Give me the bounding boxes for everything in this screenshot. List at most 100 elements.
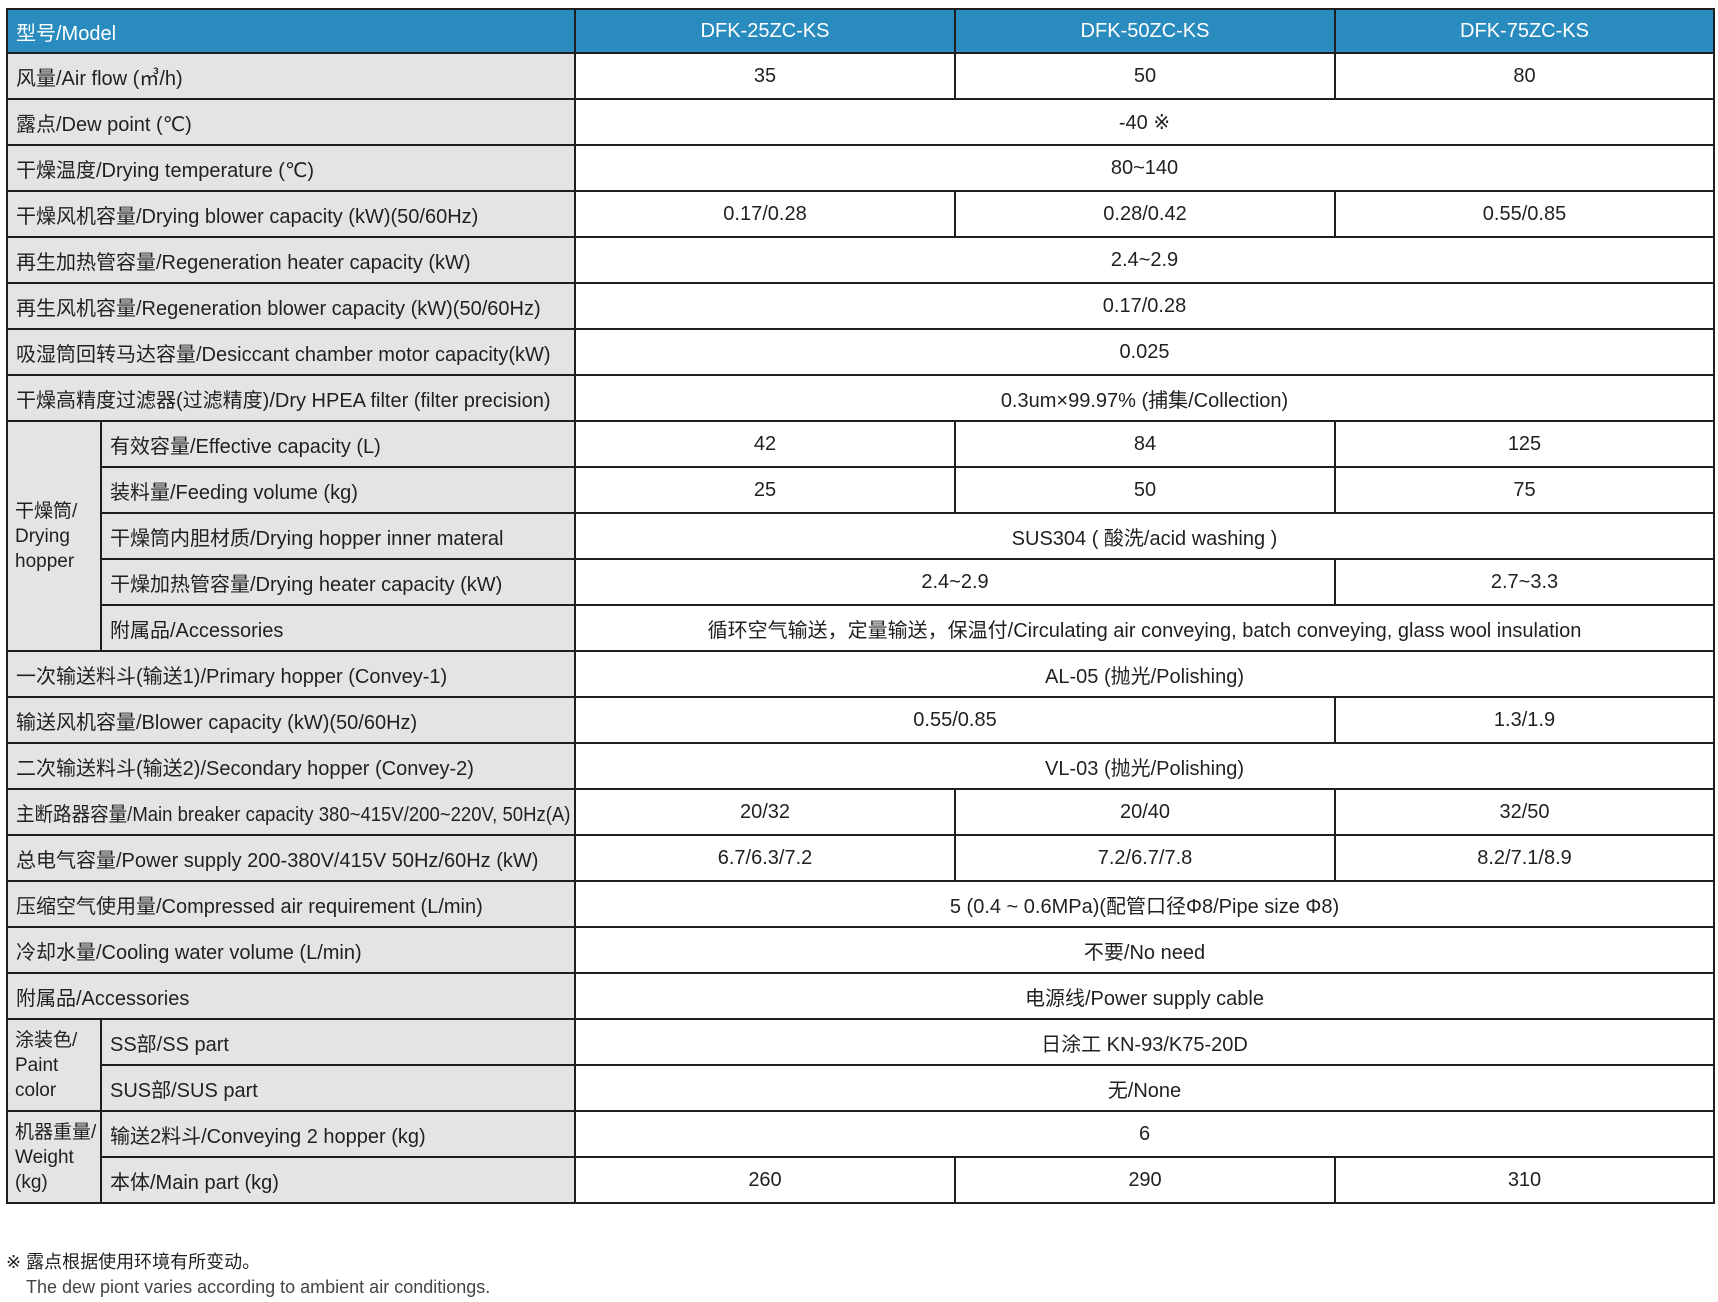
header-model-75: DFK-75ZC-KS bbox=[1334, 8, 1715, 54]
value-cell: 电源线/Power supply cable bbox=[574, 972, 1715, 1020]
header-row: 型号/Model DFK-25ZC-KS DFK-50ZC-KS DFK-75Z… bbox=[6, 8, 1715, 54]
footnote-en: The dew piont varies according to ambien… bbox=[26, 1277, 491, 1297]
table-row: 干燥温度/Drying temperature (℃) 80~140 bbox=[6, 144, 1715, 192]
row-label: 附属品/Accessories bbox=[6, 972, 576, 1020]
row-label-text: 冷却水量/Cooling water volume (L/min) bbox=[16, 941, 362, 964]
value-cell: 2.4~2.9 bbox=[574, 558, 1336, 606]
table-row: 本体/Main part (kg) 260 290 310 bbox=[7, 1156, 1715, 1204]
row-label: 二次输送料斗(输送2)/Secondary hopper (Convey-2) bbox=[6, 742, 576, 790]
row-label: SS部/SS part bbox=[100, 1018, 576, 1066]
table-row: 装料量/Feeding volume (kg) 25 50 75 bbox=[7, 466, 1715, 514]
header-model-50: DFK-50ZC-KS bbox=[954, 8, 1336, 54]
value-cell: 不要/No need bbox=[574, 926, 1715, 974]
row-label-text: 主断路器容量/Main breaker capacity 380~415V/20… bbox=[16, 803, 571, 826]
row-label: 干燥高精度过滤器(过滤精度)/Dry HPEA filter (filter p… bbox=[6, 374, 576, 422]
row-label: 吸湿筒回转马达容量/Desiccant chamber motor capaci… bbox=[6, 328, 576, 376]
value-cell: -40 ※ bbox=[574, 98, 1715, 146]
row-label-text: 附属品/Accessories bbox=[110, 619, 284, 642]
table-row: 露点/Dew point (℃) -40 ※ bbox=[6, 98, 1715, 146]
value-cell: 310 bbox=[1334, 1156, 1715, 1204]
value-cell: VL-03 (抛光/Polishing) bbox=[574, 742, 1715, 790]
group-label-hopper: 干燥筒/ Drying hopper bbox=[6, 420, 102, 652]
value-cell: 20/40 bbox=[954, 788, 1336, 836]
value-cell: 290 bbox=[954, 1156, 1336, 1204]
row-label-text: 本体/Main part (kg) bbox=[110, 1171, 279, 1194]
value-cell: 1.3/1.9 bbox=[1334, 696, 1715, 744]
value-cell: 35 bbox=[574, 52, 956, 100]
footnote: ※ 露点根据使用环境有所变动。 The dew piont varies acc… bbox=[6, 1250, 490, 1300]
row-label-text: SS部/SS part bbox=[110, 1033, 229, 1056]
value-cell: 2.7~3.3 bbox=[1334, 558, 1715, 606]
footnote-cn: ※ 露点根据使用环境有所变动。 bbox=[6, 1252, 261, 1272]
row-label-text: 附属品/Accessories bbox=[16, 987, 190, 1010]
group-label-paint: 涂装色/ Paint color bbox=[6, 1018, 102, 1112]
value-cell: 2.4~2.9 bbox=[574, 236, 1715, 284]
row-label: 主断路器容量/Main breaker capacity 380~415V/20… bbox=[6, 788, 576, 836]
table-row: 输送风机容量/Blower capacity (kW)(50/60Hz) 0.55… bbox=[6, 696, 1715, 744]
row-label-text: 干燥风机容量/Drying blower capacity (kW)(50/60… bbox=[16, 205, 479, 228]
table-row: 涂装色/ Paint color SS部/SS part 日涂工 KN-93/K75… bbox=[6, 1018, 1715, 1112]
value-cell: 无/None bbox=[574, 1064, 1715, 1112]
spec-table: 型号/Model DFK-25ZC-KS DFK-50ZC-KS DFK-75Z… bbox=[6, 8, 1715, 1204]
value-cell: 20/32 bbox=[574, 788, 956, 836]
row-label-text: 装料量/Feeding volume (kg) bbox=[110, 481, 358, 504]
group-label-weight: 机器重量/ Weight (kg) bbox=[6, 1110, 102, 1204]
row-label-text: 压缩空气使用量/Compressed air requirement (L/mi… bbox=[16, 895, 483, 918]
value-cell: 7.2/6.7/7.8 bbox=[954, 834, 1336, 882]
table-row: 总电气容量/Power supply 200-380V/415V 50Hz/60… bbox=[6, 834, 1715, 882]
value-cell: 75 bbox=[1334, 466, 1715, 514]
row-label-text: 输送2料斗/Conveying 2 hopper (kg) bbox=[110, 1125, 426, 1148]
value-cell: 0.025 bbox=[574, 328, 1715, 376]
row-label: 再生风机容量/Regeneration blower capacity (kW)… bbox=[6, 282, 576, 330]
row-label: 干燥风机容量/Drying blower capacity (kW)(50/60… bbox=[6, 190, 576, 238]
table-row: 干燥筒内胆材质/Drying hopper inner materal SUS30… bbox=[7, 512, 1715, 560]
value-cell: 0.55/0.85 bbox=[574, 696, 1336, 744]
table-row: 干燥高精度过滤器(过滤精度)/Dry HPEA filter (filter p… bbox=[6, 374, 1715, 422]
value-cell: AL-05 (抛光/Polishing) bbox=[574, 650, 1715, 698]
row-label: 附属品/Accessories bbox=[100, 604, 576, 652]
row-label-text: 干燥温度/Drying temperature (℃) bbox=[16, 159, 315, 182]
header-model-25: DFK-25ZC-KS bbox=[574, 8, 956, 54]
row-label: 风量/Air flow (㎥/h) bbox=[6, 52, 576, 100]
value-cell: 50 bbox=[954, 466, 1336, 514]
row-label-text: 再生加热管容量/Regeneration heater capacity (kW… bbox=[16, 251, 471, 274]
table-row: 二次输送料斗(输送2)/Secondary hopper (Convey-2) V… bbox=[6, 742, 1715, 790]
row-label: 冷却水量/Cooling water volume (L/min) bbox=[6, 926, 576, 974]
table-row: 干燥筒/ Drying hopper 有效容量/Effective capacit… bbox=[6, 420, 1715, 652]
row-label: 干燥加热管容量/Drying heater capacity (kW) bbox=[100, 558, 576, 606]
row-label: 装料量/Feeding volume (kg) bbox=[100, 466, 576, 514]
row-label-text: 再生风机容量/Regeneration blower capacity (kW)… bbox=[16, 297, 541, 320]
row-label: 输送风机容量/Blower capacity (kW)(50/60Hz) bbox=[6, 696, 576, 744]
table-row: 一次输送料斗(输送1)/Primary hopper (Convey-1) AL-… bbox=[6, 650, 1715, 698]
value-cell: 6 bbox=[574, 1110, 1715, 1158]
table-row: 干燥风机容量/Drying blower capacity (kW)(50/60… bbox=[6, 190, 1715, 238]
row-label-text: 有效容量/Effective capacity (L) bbox=[110, 435, 381, 458]
table-row: 再生风机容量/Regeneration blower capacity (kW)… bbox=[6, 282, 1715, 330]
table-row: 附属品/Accessories 电源线/Power supply cable bbox=[6, 972, 1715, 1020]
value-cell: 6.7/6.3/7.2 bbox=[574, 834, 956, 882]
value-cell: SUS304 ( 酸洗/acid washing ) bbox=[574, 512, 1715, 560]
value-cell: 循环空气输送，定量输送，保温付/Circulating air conveyin… bbox=[574, 604, 1715, 652]
row-label-text: 吸湿筒回转马达容量/Desiccant chamber motor capaci… bbox=[16, 343, 551, 366]
value-cell: 80 bbox=[1334, 52, 1715, 100]
table-row: 吸湿筒回转马达容量/Desiccant chamber motor capaci… bbox=[6, 328, 1715, 376]
table-row: 干燥加热管容量/Drying heater capacity (kW) 2.4~2… bbox=[7, 558, 1715, 606]
row-label: 一次输送料斗(输送1)/Primary hopper (Convey-1) bbox=[6, 650, 576, 698]
table-row: 机器重量/ Weight (kg) 输送2料斗/Conveying 2 hoppe… bbox=[6, 1110, 1715, 1204]
row-label-text: SUS部/SUS part bbox=[110, 1079, 258, 1102]
value-cell: 260 bbox=[574, 1156, 956, 1204]
table-row: 再生加热管容量/Regeneration heater capacity (kW… bbox=[6, 236, 1715, 284]
row-label: 本体/Main part (kg) bbox=[100, 1156, 576, 1204]
row-label-text: 输送风机容量/Blower capacity (kW)(50/60Hz) bbox=[16, 711, 418, 734]
row-label: 干燥筒内胆材质/Drying hopper inner materal bbox=[100, 512, 576, 560]
table-row: 附属品/Accessories 循环空气输送，定量输送，保温付/Circulati… bbox=[7, 604, 1715, 652]
table-row: 主断路器容量/Main breaker capacity 380~415V/20… bbox=[6, 788, 1715, 836]
table-row: SUS部/SUS part 无/None bbox=[7, 1064, 1715, 1112]
value-cell: 0.3um×99.97% (捕集/Collection) bbox=[574, 374, 1715, 422]
value-cell: 0.55/0.85 bbox=[1334, 190, 1715, 238]
row-label: SUS部/SUS part bbox=[100, 1064, 576, 1112]
value-cell: 32/50 bbox=[1334, 788, 1715, 836]
table-row: 冷却水量/Cooling water volume (L/min) 不要/No n… bbox=[6, 926, 1715, 974]
value-cell: 125 bbox=[1334, 420, 1715, 468]
row-label-text: 一次输送料斗(输送1)/Primary hopper (Convey-1) bbox=[16, 665, 448, 688]
